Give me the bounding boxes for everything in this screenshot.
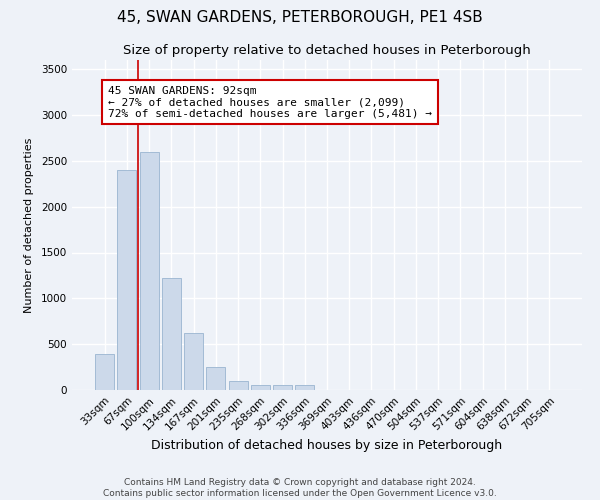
Bar — [140, 152, 158, 390]
Bar — [184, 333, 203, 390]
Bar — [95, 354, 114, 390]
Bar — [251, 384, 270, 390]
Text: 45 SWAN GARDENS: 92sqm
← 27% of detached houses are smaller (2,099)
72% of semi-: 45 SWAN GARDENS: 92sqm ← 27% of detached… — [108, 86, 432, 119]
Bar — [295, 386, 314, 390]
Text: 45, SWAN GARDENS, PETERBOROUGH, PE1 4SB: 45, SWAN GARDENS, PETERBOROUGH, PE1 4SB — [117, 10, 483, 25]
Text: Contains HM Land Registry data © Crown copyright and database right 2024.
Contai: Contains HM Land Registry data © Crown c… — [103, 478, 497, 498]
Title: Size of property relative to detached houses in Peterborough: Size of property relative to detached ho… — [123, 44, 531, 58]
Bar — [162, 278, 181, 390]
X-axis label: Distribution of detached houses by size in Peterborough: Distribution of detached houses by size … — [151, 438, 503, 452]
Bar — [273, 385, 292, 390]
Bar — [118, 170, 136, 390]
Bar — [229, 381, 248, 390]
Bar — [206, 367, 225, 390]
Y-axis label: Number of detached properties: Number of detached properties — [24, 138, 34, 312]
